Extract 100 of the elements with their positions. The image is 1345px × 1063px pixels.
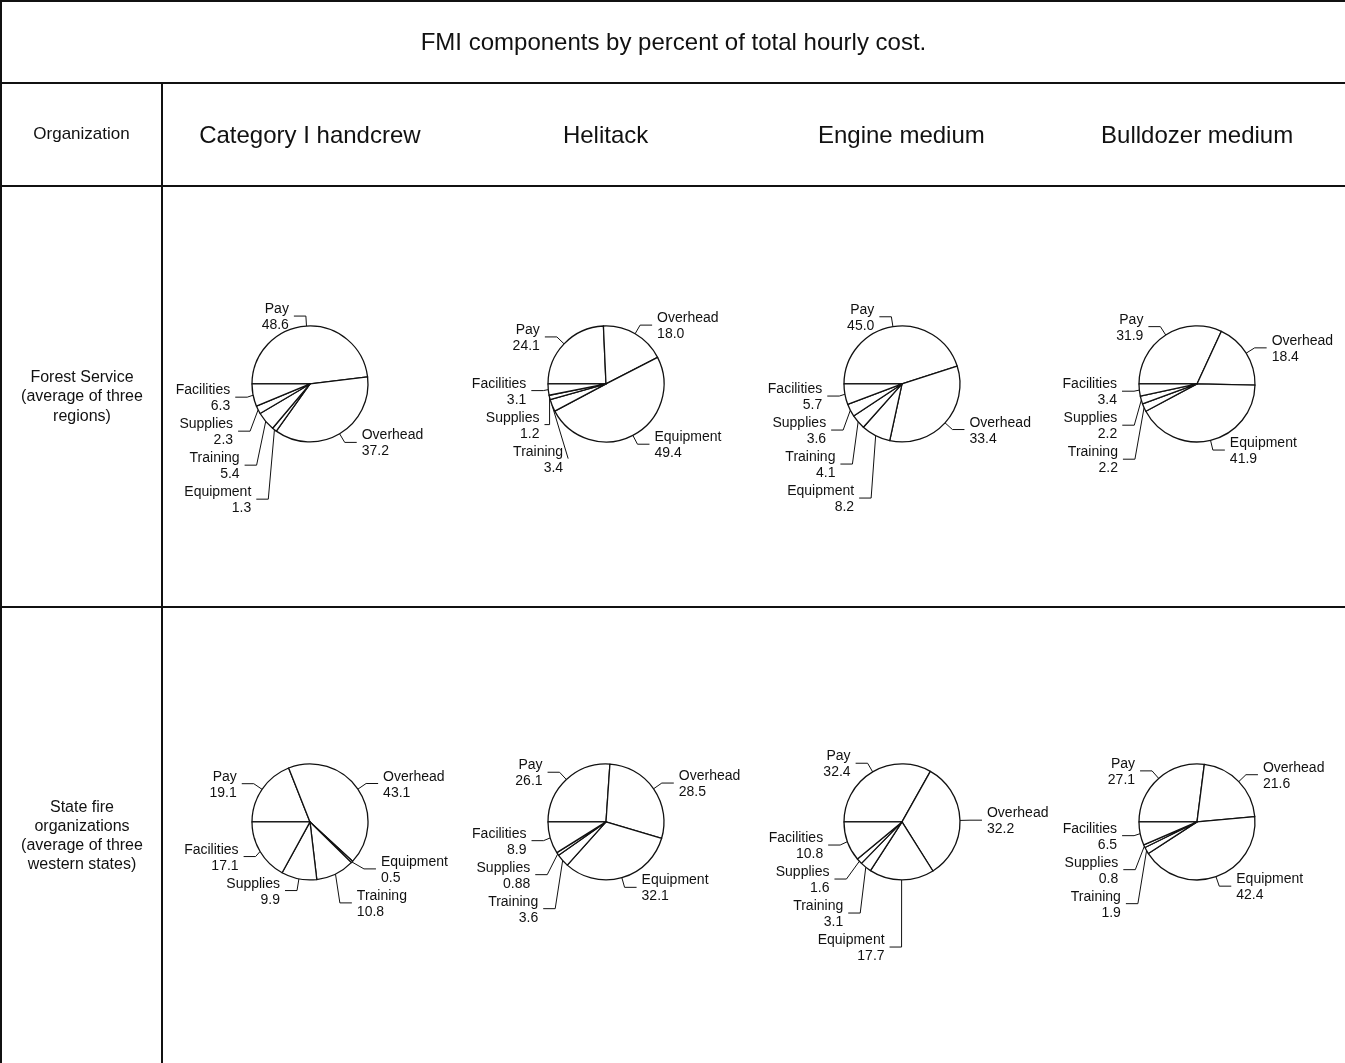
- data-label: 6.3: [210, 397, 231, 414]
- slice-label: Overhead: [678, 767, 741, 784]
- data-label: 28.5: [678, 783, 707, 800]
- slice-label: Facilities: [1062, 819, 1118, 836]
- slice-label: Training: [1071, 887, 1122, 904]
- slice-label: Facilities: [471, 824, 527, 841]
- data-label: 6.5: [1097, 835, 1118, 852]
- slice-label: Training: [784, 448, 835, 465]
- slice-label: Equipment: [380, 852, 449, 869]
- data-label: 27.1: [1108, 770, 1136, 787]
- slice-label: Supplies: [1063, 409, 1118, 426]
- text: FMI components by percent of total hourly cost.: [420, 27, 927, 57]
- data-label: 0.88: [502, 874, 531, 891]
- slice-label: Pay: [518, 756, 543, 773]
- data-label: 32.1: [641, 887, 669, 904]
- slice-label: Pay: [1111, 754, 1136, 771]
- data-label: 0.8: [1099, 869, 1119, 886]
- data-label: 17.1: [211, 856, 239, 873]
- data-label: 9.9: [260, 890, 281, 907]
- data-label: 1.6: [809, 879, 830, 896]
- data-label: 45.0: [846, 316, 875, 333]
- slice-label: Overhead: [361, 426, 424, 443]
- slice-label: Training: [487, 892, 538, 909]
- chart-title: Bulldozer medium: [1101, 120, 1294, 150]
- slice-label: Supplies: [179, 415, 234, 432]
- slice-label: Pay: [212, 767, 237, 784]
- slice-label: Facilities: [184, 840, 239, 857]
- slice-label: Training: [189, 449, 240, 466]
- data-label: 1.3: [231, 499, 252, 516]
- slice-label: Supplies: [476, 858, 530, 875]
- data-label: 10.8: [356, 902, 385, 919]
- data-label: 43.1: [383, 783, 411, 800]
- data-label: 33.4: [968, 429, 997, 446]
- data-label: 3.6: [518, 908, 539, 925]
- slice-label: Training: [356, 886, 407, 903]
- data-label: 26.1: [515, 772, 543, 789]
- slice-label: Overhead: [1271, 331, 1334, 348]
- data-label: 49.4: [654, 444, 682, 461]
- slice-label: Supplies: [1064, 853, 1119, 870]
- data-label: 10.8: [795, 845, 823, 862]
- data-label: 2.2: [1098, 459, 1119, 476]
- slice-label: Equipment: [184, 483, 252, 500]
- data-label: 17.7: [856, 947, 885, 964]
- data-label: 21.6: [1263, 774, 1291, 791]
- data-label: 3.1: [823, 913, 843, 930]
- slice-label: Equipment: [1230, 434, 1298, 451]
- slice-label: Facilities: [768, 829, 823, 846]
- data-label: 5.4: [220, 465, 240, 482]
- data-label: 3.6: [806, 430, 826, 447]
- data-label: 5.7: [802, 396, 822, 413]
- slice-label: Pay: [264, 300, 289, 317]
- slice-label: Pay: [849, 300, 874, 317]
- slice-label: Equipment: [817, 931, 885, 948]
- data-label: 18.4: [1271, 347, 1300, 364]
- slice-label: Overhead: [656, 309, 719, 326]
- data-label: 2.2: [1098, 425, 1118, 442]
- data-label: 3.1: [506, 390, 527, 407]
- data-label: 18.0: [656, 325, 685, 342]
- slice-label: Supplies: [485, 408, 540, 425]
- data-label: 1.9: [1101, 903, 1122, 920]
- text: Organization: [33, 124, 130, 145]
- slice-label: Facilities: [767, 380, 822, 397]
- slice-label: Training: [512, 442, 563, 459]
- data-label: 41.9: [1230, 450, 1258, 467]
- text: State fire organizations (average of three western states): [20, 796, 144, 874]
- slice-label: Equipment: [654, 428, 722, 445]
- slice-label: Equipment: [1236, 870, 1304, 887]
- data-label: 31.9: [1116, 326, 1144, 343]
- data-label: 19.1: [209, 783, 237, 800]
- data-label: 42.4: [1236, 886, 1264, 903]
- chart-title: Helitack: [562, 120, 649, 150]
- data-label: 8.9: [506, 840, 527, 857]
- slice-label: Training: [1068, 443, 1119, 460]
- slice-label: Pay: [826, 747, 851, 764]
- data-label: 0.5: [380, 868, 401, 885]
- data-label: 1.2: [519, 424, 540, 441]
- data-label: 32.2: [986, 820, 1014, 837]
- slice-label: Supplies: [775, 863, 829, 880]
- slice-label: Training: [792, 897, 843, 914]
- slice-label: Overhead: [1263, 758, 1325, 775]
- slice-label: Overhead: [968, 413, 1031, 430]
- data-label: 24.1: [512, 336, 540, 353]
- slice-label: Supplies: [226, 874, 281, 891]
- slice-label: Facilities: [471, 374, 527, 391]
- slice-label: Pay: [515, 320, 540, 337]
- slice-label: Overhead: [383, 767, 445, 784]
- data-label: 37.2: [361, 442, 390, 459]
- slice-label: Overhead: [986, 804, 1048, 821]
- slice-label: Equipment: [641, 871, 709, 888]
- chart-title: Category I handcrew: [199, 120, 421, 150]
- slice-label: Facilities: [1062, 375, 1118, 392]
- slice-label: Equipment: [786, 482, 854, 499]
- data-label: 4.1: [815, 464, 836, 481]
- data-label: 2.3: [213, 431, 234, 448]
- data-label: 3.4: [1097, 391, 1118, 408]
- data-label: 3.4: [543, 458, 564, 475]
- chart-title: Engine medium: [817, 120, 985, 150]
- slice-label: Pay: [1119, 310, 1144, 327]
- text: Forest Service (average of three regions): [20, 367, 144, 425]
- slice-label: Facilities: [175, 381, 231, 398]
